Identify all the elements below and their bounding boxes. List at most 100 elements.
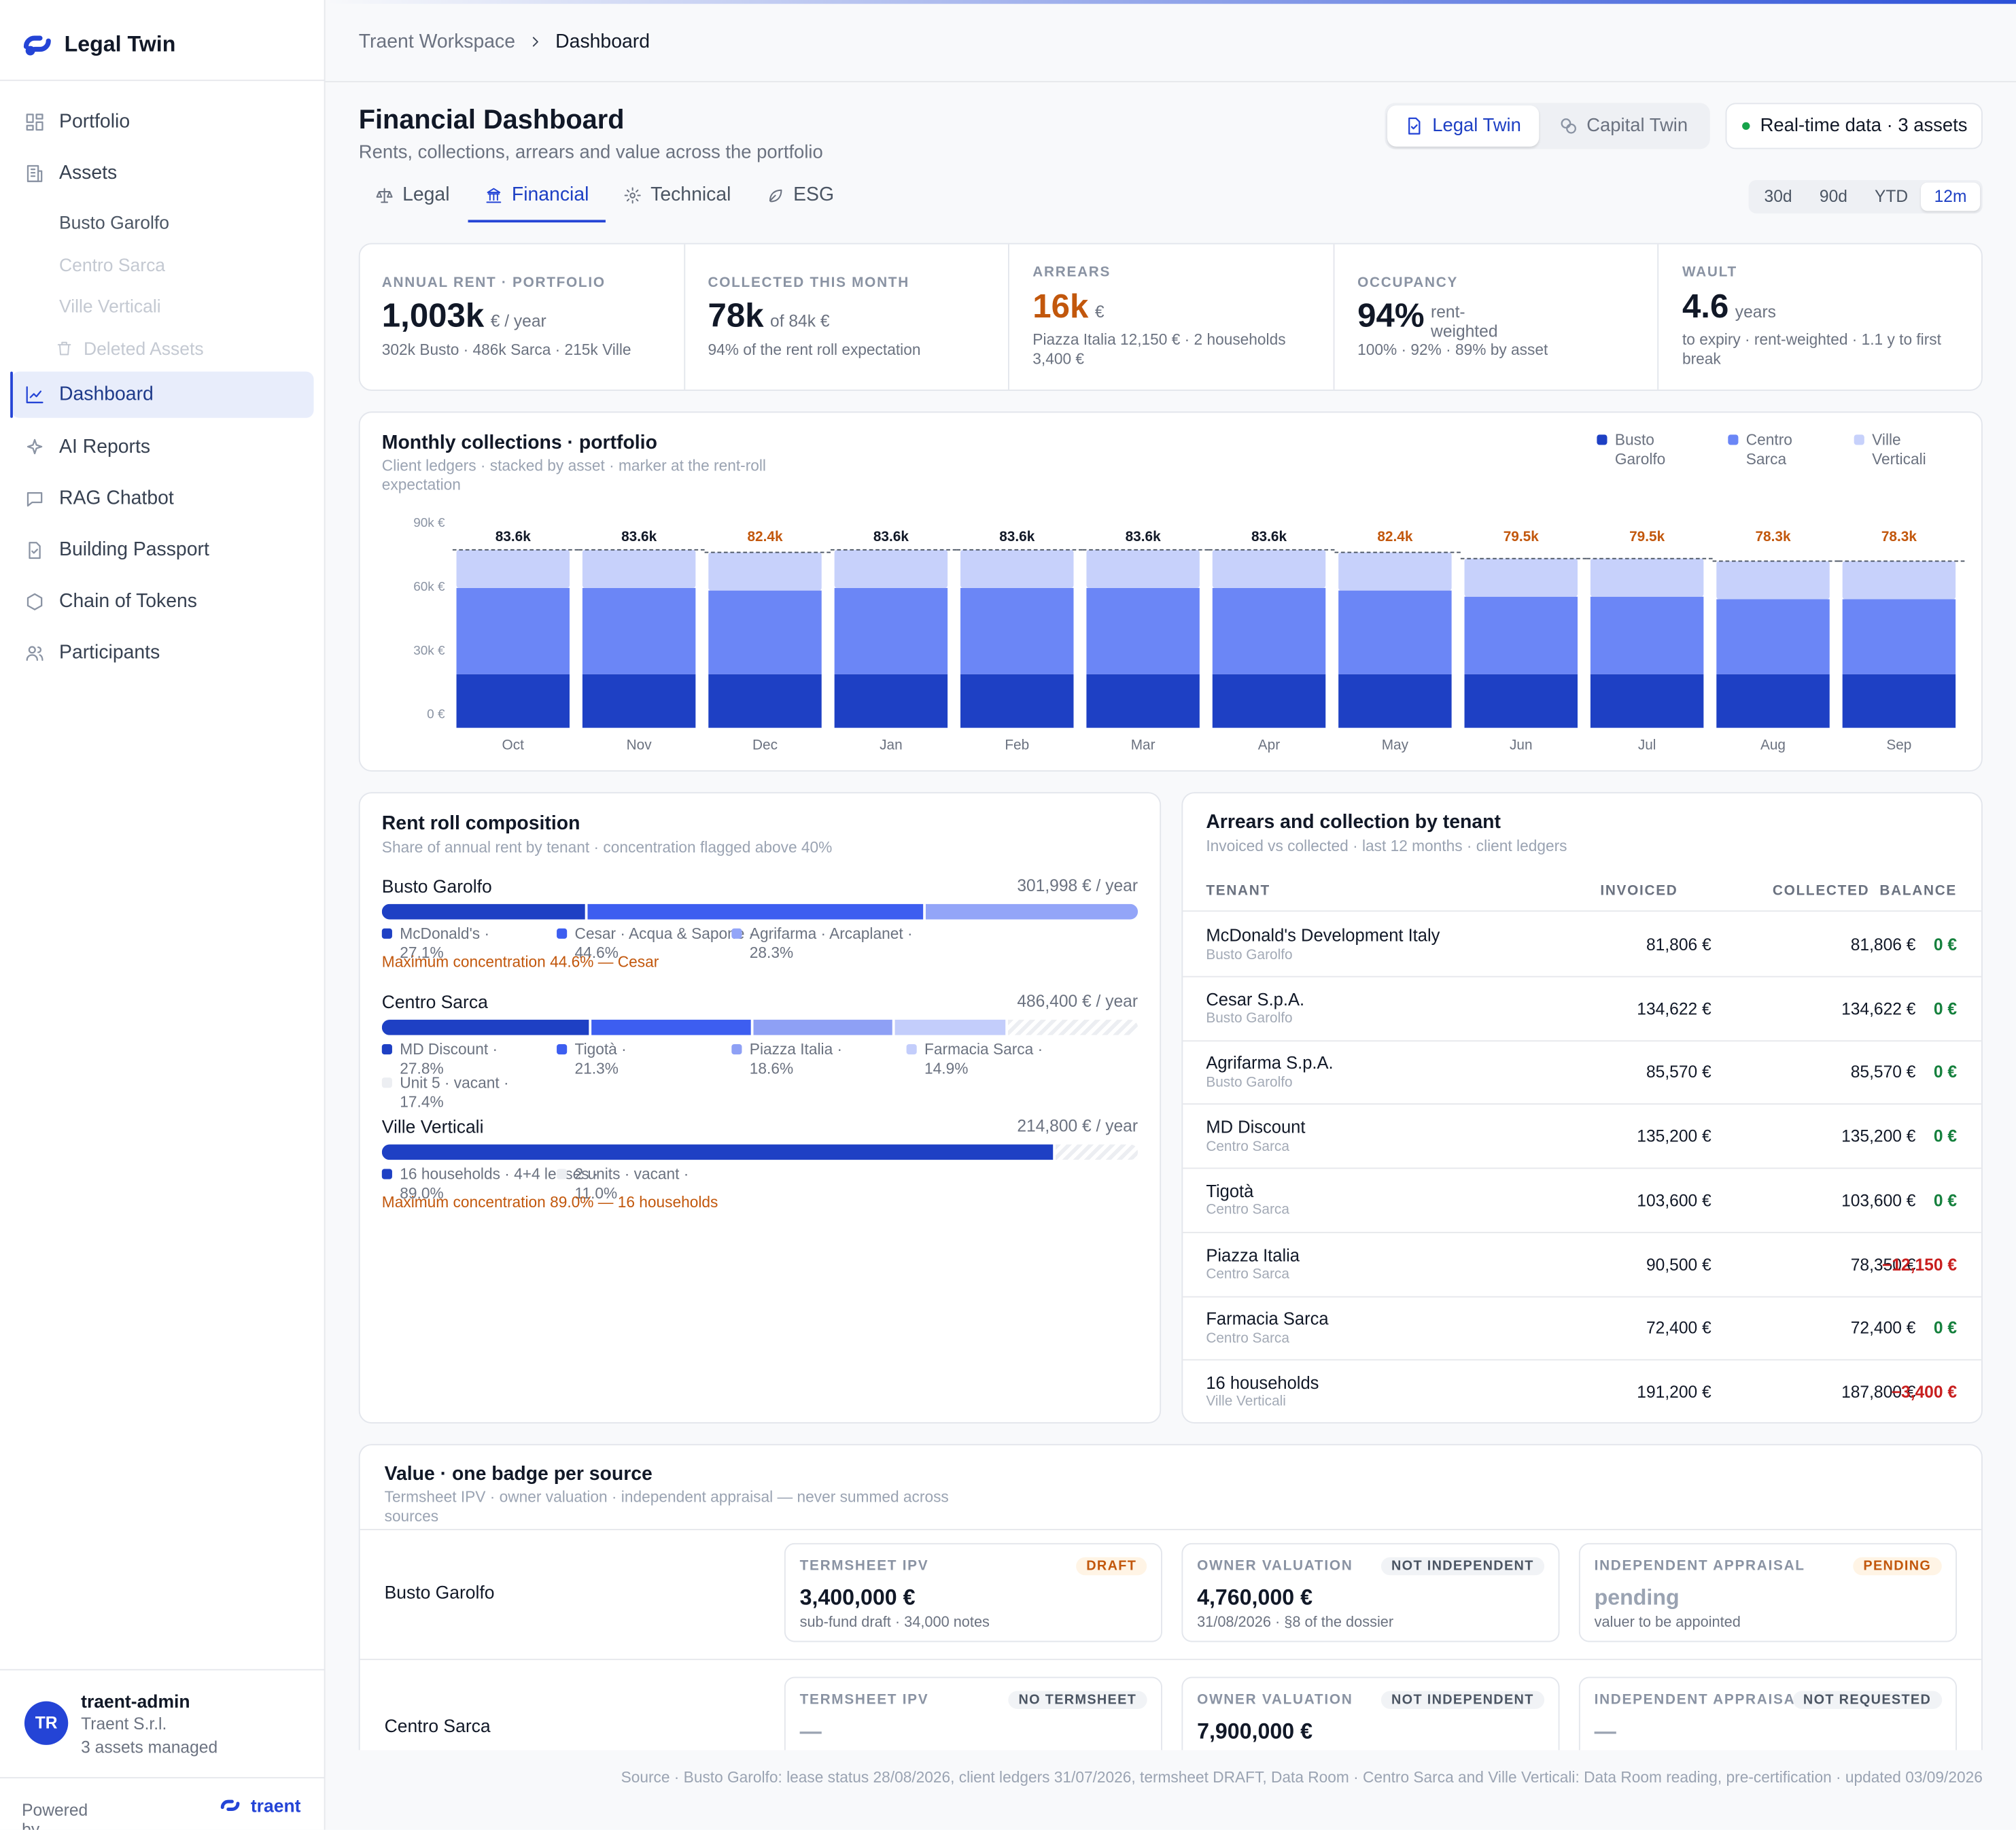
legend-swatch: [557, 928, 568, 939]
twin-option[interactable]: Capital Twin: [1586, 116, 1688, 137]
period-option[interactable]: YTD: [1874, 186, 1909, 206]
sub-nav-item[interactable]: Busto Garolfo: [59, 211, 169, 232]
value-amount: 3,400,000 €: [799, 1585, 916, 1610]
expected-label: 79.5k: [1629, 529, 1665, 545]
asset-total: 486,400 € / year: [1017, 991, 1139, 1011]
bar-segment: [1590, 596, 1704, 674]
legend-share: 27.8%: [400, 1059, 444, 1078]
legend-swatch: [381, 1043, 392, 1055]
kpi-value: 78k: [708, 296, 764, 334]
sub-nav-item[interactable]: Ville Verticali: [59, 295, 161, 316]
expected-label: 82.4k: [1377, 529, 1412, 545]
legend-swatch: [731, 1043, 742, 1055]
tab[interactable]: Financial: [511, 184, 589, 206]
value-source: TERMSHEET IPV: [799, 1691, 929, 1708]
value-source: TERMSHEET IPV: [799, 1557, 929, 1574]
powered-by: Powered by: [22, 1800, 88, 1830]
share-segment: [381, 1020, 589, 1035]
status-box: [1725, 103, 1983, 150]
kpi-value-row: 94% rent-weighted: [1357, 295, 1658, 340]
asset-name: Ville Verticali: [381, 1115, 484, 1137]
legend-label: Centro Sarca: [1745, 430, 1792, 468]
bar-segment: [1590, 674, 1704, 728]
period-option[interactable]: 12m: [1934, 186, 1967, 206]
column-header: COLLECTED: [1772, 882, 1870, 899]
invoiced: 81,806 €: [1646, 935, 1711, 954]
legend-swatch: [1854, 434, 1864, 445]
value-source: INDEPENDENT APPRAISAL: [1594, 1691, 1805, 1708]
tab[interactable]: ESG: [793, 184, 835, 206]
bar-segment: [1338, 674, 1452, 728]
bar-segment: [708, 590, 822, 674]
page-title: Financial Dashboard: [358, 105, 625, 135]
bar-segment: [1716, 674, 1830, 728]
expected-label: 83.6k: [1126, 529, 1161, 545]
bar-segment: [708, 674, 822, 728]
expected-label: 83.6k: [496, 529, 531, 545]
divider: [0, 1777, 326, 1779]
legend-name: Agrifarma · Arcaplanet ·: [749, 925, 913, 943]
kpi-value-row: 16k €: [1032, 286, 1333, 327]
twin-option[interactable]: Legal Twin: [1432, 116, 1521, 137]
nav-item[interactable]: Building Passport: [59, 538, 209, 561]
share-segment: [591, 1020, 751, 1035]
collected: 103,600 €: [1841, 1190, 1916, 1210]
active-nav-bg: [12, 371, 314, 418]
bar-segment: [1338, 552, 1452, 591]
legend-name: MD Discount ·: [400, 1040, 498, 1058]
kpi-value-row: 1,003k € / year: [382, 295, 684, 336]
card: [1181, 792, 1983, 1424]
legend-swatch: [1728, 434, 1739, 445]
sub-nav-item[interactable]: Deleted Assets: [83, 337, 204, 358]
value-source: INDEPENDENT APPRAISAL: [1594, 1557, 1805, 1574]
value-badge: DRAFT: [1076, 1557, 1147, 1576]
invoiced: 134,622 €: [1637, 999, 1711, 1018]
legend-swatch: [557, 1169, 568, 1179]
nav-item[interactable]: Chain of Tokens: [59, 590, 197, 612]
tenant-asset: Busto Garolfo: [1206, 1075, 1293, 1090]
legend-name: Piazza Italia ·: [749, 1040, 843, 1058]
breadcrumb-parent[interactable]: Traent Workspace: [358, 31, 515, 53]
value-source: OWNER VALUATION: [1197, 1557, 1353, 1574]
bar-segment: [1338, 590, 1452, 674]
card-subtitle: Invoiced vs collected · last 12 months ·…: [1206, 837, 1567, 855]
x-tick-label: Jul: [1638, 738, 1656, 753]
x-tick-label: Dec: [752, 738, 778, 753]
tab[interactable]: Technical: [650, 184, 731, 206]
x-tick-label: Mar: [1131, 738, 1155, 753]
expected-label: 82.4k: [747, 529, 782, 545]
period-option[interactable]: 30d: [1764, 186, 1792, 206]
kpi-unit: rent-weighted: [1431, 301, 1498, 341]
legend-share: 89.0%: [400, 1184, 444, 1203]
nav-item[interactable]: Assets: [59, 162, 118, 184]
fade-mask: [325, 1750, 2016, 1830]
legend-item: Piazza Italia · 18.6%: [731, 1040, 906, 1079]
legend-share: 28.3%: [749, 944, 794, 962]
collected: 187,800 €: [1841, 1382, 1916, 1402]
nav-item[interactable]: Participants: [59, 641, 160, 664]
kpi-value-row: 78k of 84k €: [708, 295, 1009, 336]
x-tick-label: Sep: [1886, 738, 1911, 753]
kpi-unit: of 84k €: [770, 311, 830, 331]
balance: 0 €: [1933, 1318, 1958, 1338]
nav-item[interactable]: Dashboard: [59, 383, 154, 405]
invoiced: 103,600 €: [1637, 1190, 1711, 1210]
nav-item[interactable]: RAG Chatbot: [59, 487, 174, 510]
kpi-value: 1,003k: [381, 296, 485, 334]
tenant-name: Piazza Italia: [1206, 1245, 1300, 1265]
nav-item[interactable]: Portfolio: [59, 110, 131, 133]
icon: [532, 37, 538, 47]
tab[interactable]: Legal: [402, 184, 450, 206]
sub-nav-item[interactable]: Centro Sarca: [59, 254, 166, 275]
period-option[interactable]: 90d: [1819, 186, 1847, 206]
legend-name: 2 units · vacant ·: [574, 1164, 689, 1184]
value-amount: pending: [1594, 1585, 1680, 1610]
nav-item[interactable]: AI Reports: [59, 436, 151, 458]
x-tick-label: May: [1382, 738, 1409, 753]
kpi-label: ANNUAL RENT · PORTFOLIO: [381, 274, 606, 290]
bar-segment: [1086, 587, 1200, 674]
expected-label: 83.6k: [999, 529, 1035, 545]
x-tick-label: Nov: [627, 738, 653, 753]
bar-segment: [582, 587, 696, 674]
icon: [27, 165, 43, 182]
